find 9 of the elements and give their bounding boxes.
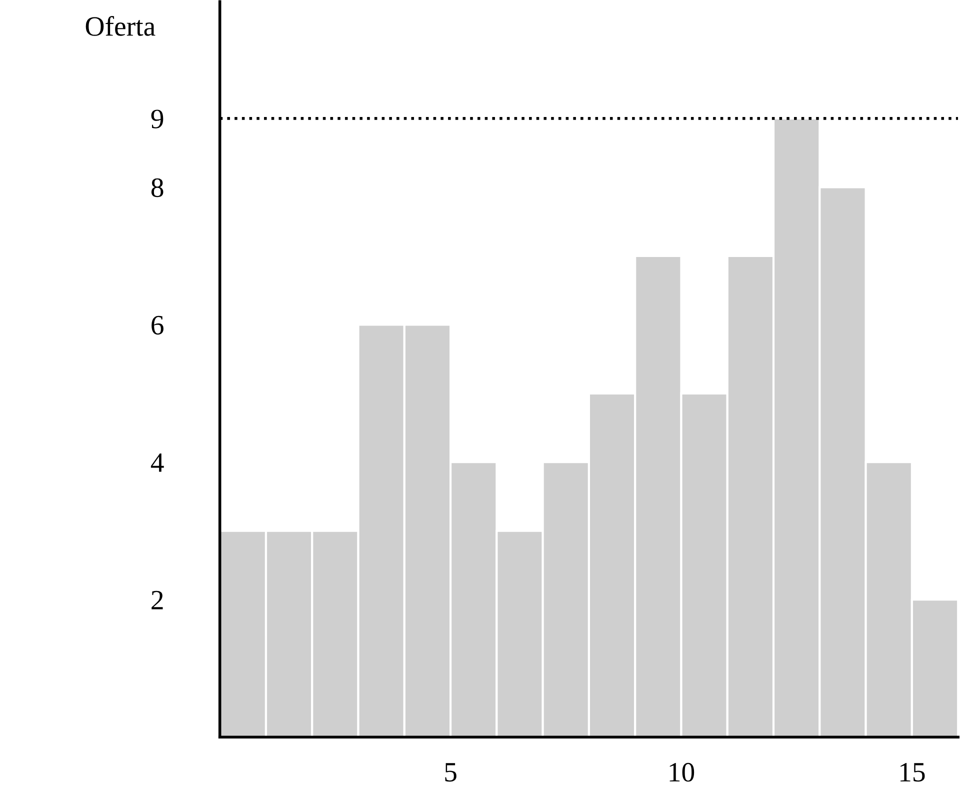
x-tick-label: 15 — [900, 763, 925, 782]
y-axis-title: Oferta — [86, 16, 156, 36]
y-tick-label: 8 — [151, 178, 164, 198]
x-tick-label: 5 — [445, 763, 456, 782]
x-tick-label: 10 — [670, 762, 694, 782]
y-tick-label: 9 — [151, 110, 164, 128]
y-tick-label: 2 — [152, 590, 163, 610]
y-tick-label: 4 — [150, 453, 164, 472]
y-tick-label: 6 — [152, 316, 164, 335]
